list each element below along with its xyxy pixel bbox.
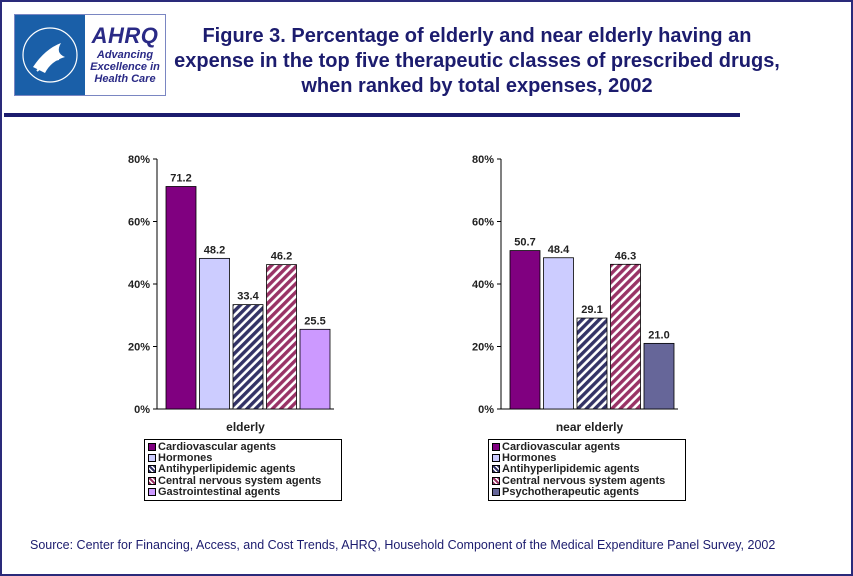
legend-item: Central nervous system agents (148, 474, 341, 487)
figure-title: Figure 3. Percentage of elderly and near… (174, 25, 780, 97)
bar-gastrointestinal-agents (299, 328, 331, 410)
bar-hormones (543, 257, 574, 410)
legend-item: Psychotherapeutic agents (492, 486, 685, 499)
y-tick-label: 0% (134, 404, 150, 416)
x-category-label: near elderly (556, 420, 624, 434)
data-label-antihyperlipidemic-agents: 29.1 (581, 304, 602, 316)
y-tick-label: 0% (478, 404, 494, 416)
y-tick-label: 20% (128, 342, 150, 354)
legend-label: Cardiovascular agents (502, 440, 620, 453)
source-note: Source: Center for Financing, Access, an… (30, 538, 776, 552)
legend-label: Gastrointestinal agents (158, 486, 281, 499)
legend-swatch (148, 465, 156, 474)
legend-label: Cardiovascular agents (158, 440, 276, 453)
legend-swatch (492, 454, 500, 463)
data-label-hormones: 48.4 (548, 244, 570, 256)
bar-antihyperlipidemic-agents (232, 304, 264, 410)
hhs-seal-icon (15, 15, 85, 95)
legend-item: Hormones (148, 452, 341, 465)
legend-swatch (492, 465, 500, 474)
bar-cardiovascular-agents (165, 186, 197, 410)
y-tick-label: 60% (128, 217, 150, 229)
header-divider (4, 113, 740, 117)
data-label-central-nervous-system-agents: 46.3 (615, 250, 636, 262)
legend-swatch (492, 442, 500, 451)
data-label-central-nervous-system-agents: 46.2 (271, 251, 292, 263)
data-label-hormones: 48.2 (204, 244, 225, 256)
legend-item: Antihyperlipidemic agents (148, 463, 341, 476)
y-tick-label: 60% (472, 217, 494, 229)
ahrq-brand: AHRQ (91, 23, 159, 48)
y-tick-label: 40% (472, 279, 494, 291)
legend-label: Central nervous system agents (158, 474, 322, 487)
legend-label: Hormones (502, 452, 557, 465)
data-label-antihyperlipidemic-agents: 33.4 (237, 291, 259, 303)
legend-elderly: Cardiovascular agents Hormones Antihyperli… (144, 439, 342, 501)
bar-central-nervous-system-agents (610, 263, 641, 410)
legend-label: Antihyperlipidemic agents (158, 463, 296, 476)
legend-item: Cardiovascular agents (148, 440, 341, 453)
legend-label: Hormones (158, 452, 213, 465)
legend-swatch (148, 454, 156, 463)
data-label-cardiovascular-agents: 71.2 (170, 173, 191, 185)
legend-near-elderly: Cardiovascular agents Hormones Antihyperli… (488, 439, 686, 501)
legend-item: Cardiovascular agents (492, 440, 685, 453)
data-label-psychotherapeutic-agents: 21.0 (648, 329, 669, 341)
legend-label: Central nervous system agents (502, 474, 666, 487)
ahrq-logo[interactable]: AHRQ Advancing Excellence in Health Care (14, 14, 166, 96)
data-label-cardiovascular-agents: 50.7 (514, 237, 535, 249)
data-label-gastrointestinal-agents: 25.5 (304, 315, 325, 327)
bar-antihyperlipidemic-agents (576, 317, 608, 410)
y-tick-label: 40% (128, 279, 150, 291)
legend-item: Gastrointestinal agents (148, 486, 341, 499)
legend-item: Hormones (492, 452, 685, 465)
y-tick-label: 80% (128, 154, 150, 166)
legend-item: Antihyperlipidemic agents (492, 463, 685, 476)
bar-psychotherapeutic-agents (643, 342, 675, 410)
legend-item: Central nervous system agents (492, 474, 685, 487)
legend-swatch (492, 488, 500, 497)
legend-label: Psychotherapeutic agents (502, 486, 639, 499)
legend-swatch (148, 488, 156, 497)
legend-swatch (148, 442, 156, 451)
ahrq-tagline: Advancing Excellence in Health Care (90, 49, 160, 85)
legend-swatch (148, 476, 156, 485)
bar-central-nervous-system-agents (266, 264, 297, 410)
y-tick-label: 20% (472, 342, 494, 354)
legend-swatch (492, 476, 500, 485)
legend-label: Antihyperlipidemic agents (502, 463, 640, 476)
y-tick-label: 80% (472, 154, 494, 166)
bar-cardiovascular-agents (509, 250, 541, 410)
bar-hormones (199, 257, 230, 410)
x-category-label: elderly (226, 420, 265, 434)
